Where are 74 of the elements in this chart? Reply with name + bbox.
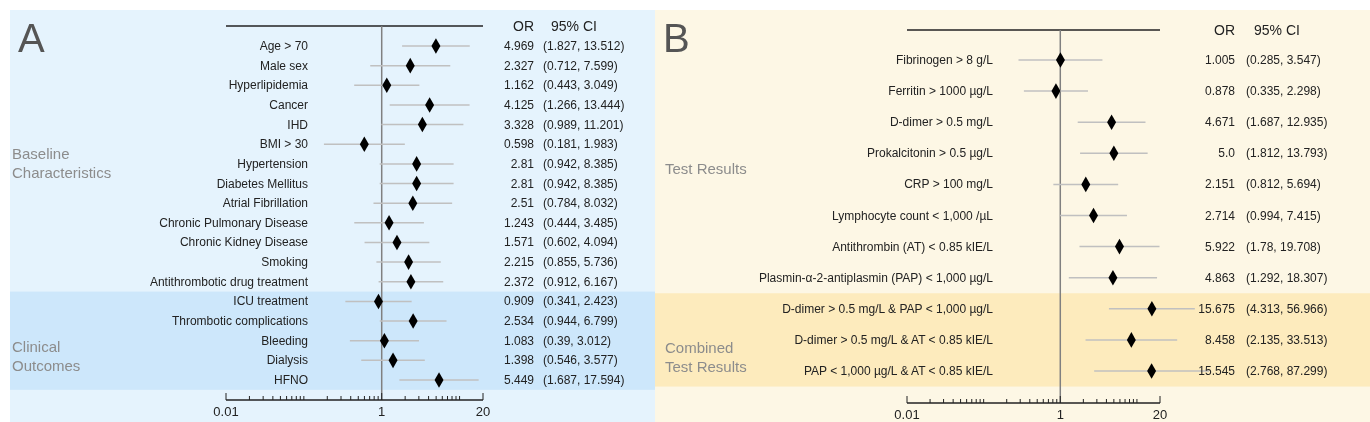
text: 15.675 (4.313, 56.966) xyxy=(1198,301,1328,316)
text: 5.922 (1.78, 19.708) xyxy=(1204,239,1321,254)
text: 8.458 (2.135, 33.513) xyxy=(1204,332,1328,347)
text: 1.398 (0.546, 3.577) xyxy=(503,353,618,368)
y-tick-label: Dialysis xyxy=(266,353,308,368)
y-tick-label: CRP > 100 mg/L xyxy=(904,177,994,192)
y-tick-label: D-dimer > 0.5 mg/L xyxy=(889,115,994,130)
text: 1.162 (0.443, 3.049) xyxy=(503,78,618,93)
y-tick-label: Diabetes Mellitus xyxy=(216,176,308,191)
text: 4.863 (1.292, 18.307) xyxy=(1204,270,1328,285)
x-tick-label: 0.01 xyxy=(894,407,920,422)
text: 3.328 (0.989, 11.201) xyxy=(503,117,624,132)
y-tick-label: Bleeding xyxy=(261,333,308,348)
text: 0.878 (0.335, 2.298) xyxy=(1204,84,1321,99)
y-tick-label: Antithrombin (AT) < 0.85 kIE/L xyxy=(832,239,994,254)
y-tick-label: BMI > 30 xyxy=(259,137,309,152)
y-tick-label: Lymphocyte count < 1,000 /µL xyxy=(832,208,994,223)
chart-title: B xyxy=(663,16,690,60)
x-tick-label: 0.01 xyxy=(213,404,239,419)
x-tick-label: 1 xyxy=(1056,407,1064,422)
y-tick-label: Plasmin-α-2-antiplasmin (PAP) < 1,000 µg/L xyxy=(758,270,994,285)
text: 4.969 (1.827, 13.512) xyxy=(503,39,625,53)
chart-title: A xyxy=(18,16,45,60)
text: 1.571 (0.602, 4.094) xyxy=(503,235,618,250)
text: Test Results xyxy=(665,159,747,177)
text: 1.243 (0.444, 3.485) xyxy=(503,215,618,230)
text: 95% CI xyxy=(1254,22,1300,38)
text: Baseline Characteristics xyxy=(12,145,112,182)
x-tick-label: 1 xyxy=(378,404,386,419)
text: 2.327 (0.712, 7.599) xyxy=(503,58,618,73)
y-tick-label: Thrombotic complications xyxy=(171,314,308,329)
text: 15.545 (2.768, 87.299) xyxy=(1198,364,1328,378)
text: 2.81 (0.942, 8.385) xyxy=(510,156,618,171)
y-tick-label: Fibrinogen > 8 g/L xyxy=(895,53,994,67)
y-tick-label: Age > 70 xyxy=(259,39,309,53)
text: 2.81 (0.942, 8.385) xyxy=(510,176,618,191)
y-tick-label: PAP < 1,000 µg/L & AT < 0.85 kIE/L xyxy=(803,364,994,378)
text: 0.598 (0.181, 1.983) xyxy=(503,137,618,152)
y-tick-label: Prokalcitonin > 0.5 µg/L xyxy=(867,146,994,161)
y-tick-label: Chronic Kidney Disease xyxy=(179,235,309,250)
y-tick-label: D-dimer > 0.5 mg/L & PAP < 1,000 µg/L xyxy=(782,301,994,316)
x-tick-label: 20 xyxy=(1152,407,1168,422)
y-tick-label: Male sex xyxy=(259,58,308,73)
y-tick-label: IHD xyxy=(287,117,309,132)
text: OR xyxy=(513,18,534,34)
y-tick-label: Hypertension xyxy=(237,156,308,171)
text: 2.372 (0.912, 6.167) xyxy=(503,274,618,289)
y-tick-label: Antithrombotic drug treatment xyxy=(149,274,309,289)
y-tick-label: Atrial Fibrillation xyxy=(222,196,308,211)
y-tick-label: Chronic Pulmonary Disease xyxy=(159,215,309,230)
text: 2.534 (0.944, 6.799) xyxy=(503,314,618,329)
text: 0.909 (0.341, 2.423) xyxy=(503,294,618,309)
x-tick-label: 20 xyxy=(475,404,491,419)
text: 1.083 (0.39, 3.012) xyxy=(503,333,612,348)
band-label: Clinical Outcomes xyxy=(12,338,81,375)
band-label: Combined Test Results xyxy=(665,339,747,376)
text: 95% CI xyxy=(551,18,597,34)
text: OR xyxy=(1214,22,1235,38)
y-tick-label: ICU treatment xyxy=(233,294,309,309)
y-tick-label: Cancer xyxy=(269,97,308,112)
text: 4.125 (1.266, 13.444) xyxy=(503,97,625,112)
y-tick-label: D-dimer > 0.5 mg/L & AT < 0.85 kIE/L xyxy=(794,332,994,347)
y-tick-label: Hyperlipidemia xyxy=(228,78,309,93)
text: 1.005 (0.285, 3.547) xyxy=(1204,53,1321,67)
y-tick-label: Smoking xyxy=(261,255,308,270)
y-tick-label: Ferritin > 1000 µg/L xyxy=(888,84,994,99)
text: 2.51 (0.784, 8.032) xyxy=(510,196,618,211)
y-tick-label: HFNO xyxy=(274,373,308,387)
text: 2.714 (0.994, 7.415) xyxy=(1204,208,1321,223)
text: 2.215 (0.855, 5.736) xyxy=(503,255,618,270)
text: 5.0 (1.812, 13.793) xyxy=(1218,146,1328,161)
text: 2.151 (0.812, 5.694) xyxy=(1204,177,1321,192)
text: 4.671 (1.687, 12.935) xyxy=(1204,115,1328,130)
text: 5.449 (1.687, 17.594) xyxy=(503,373,625,387)
